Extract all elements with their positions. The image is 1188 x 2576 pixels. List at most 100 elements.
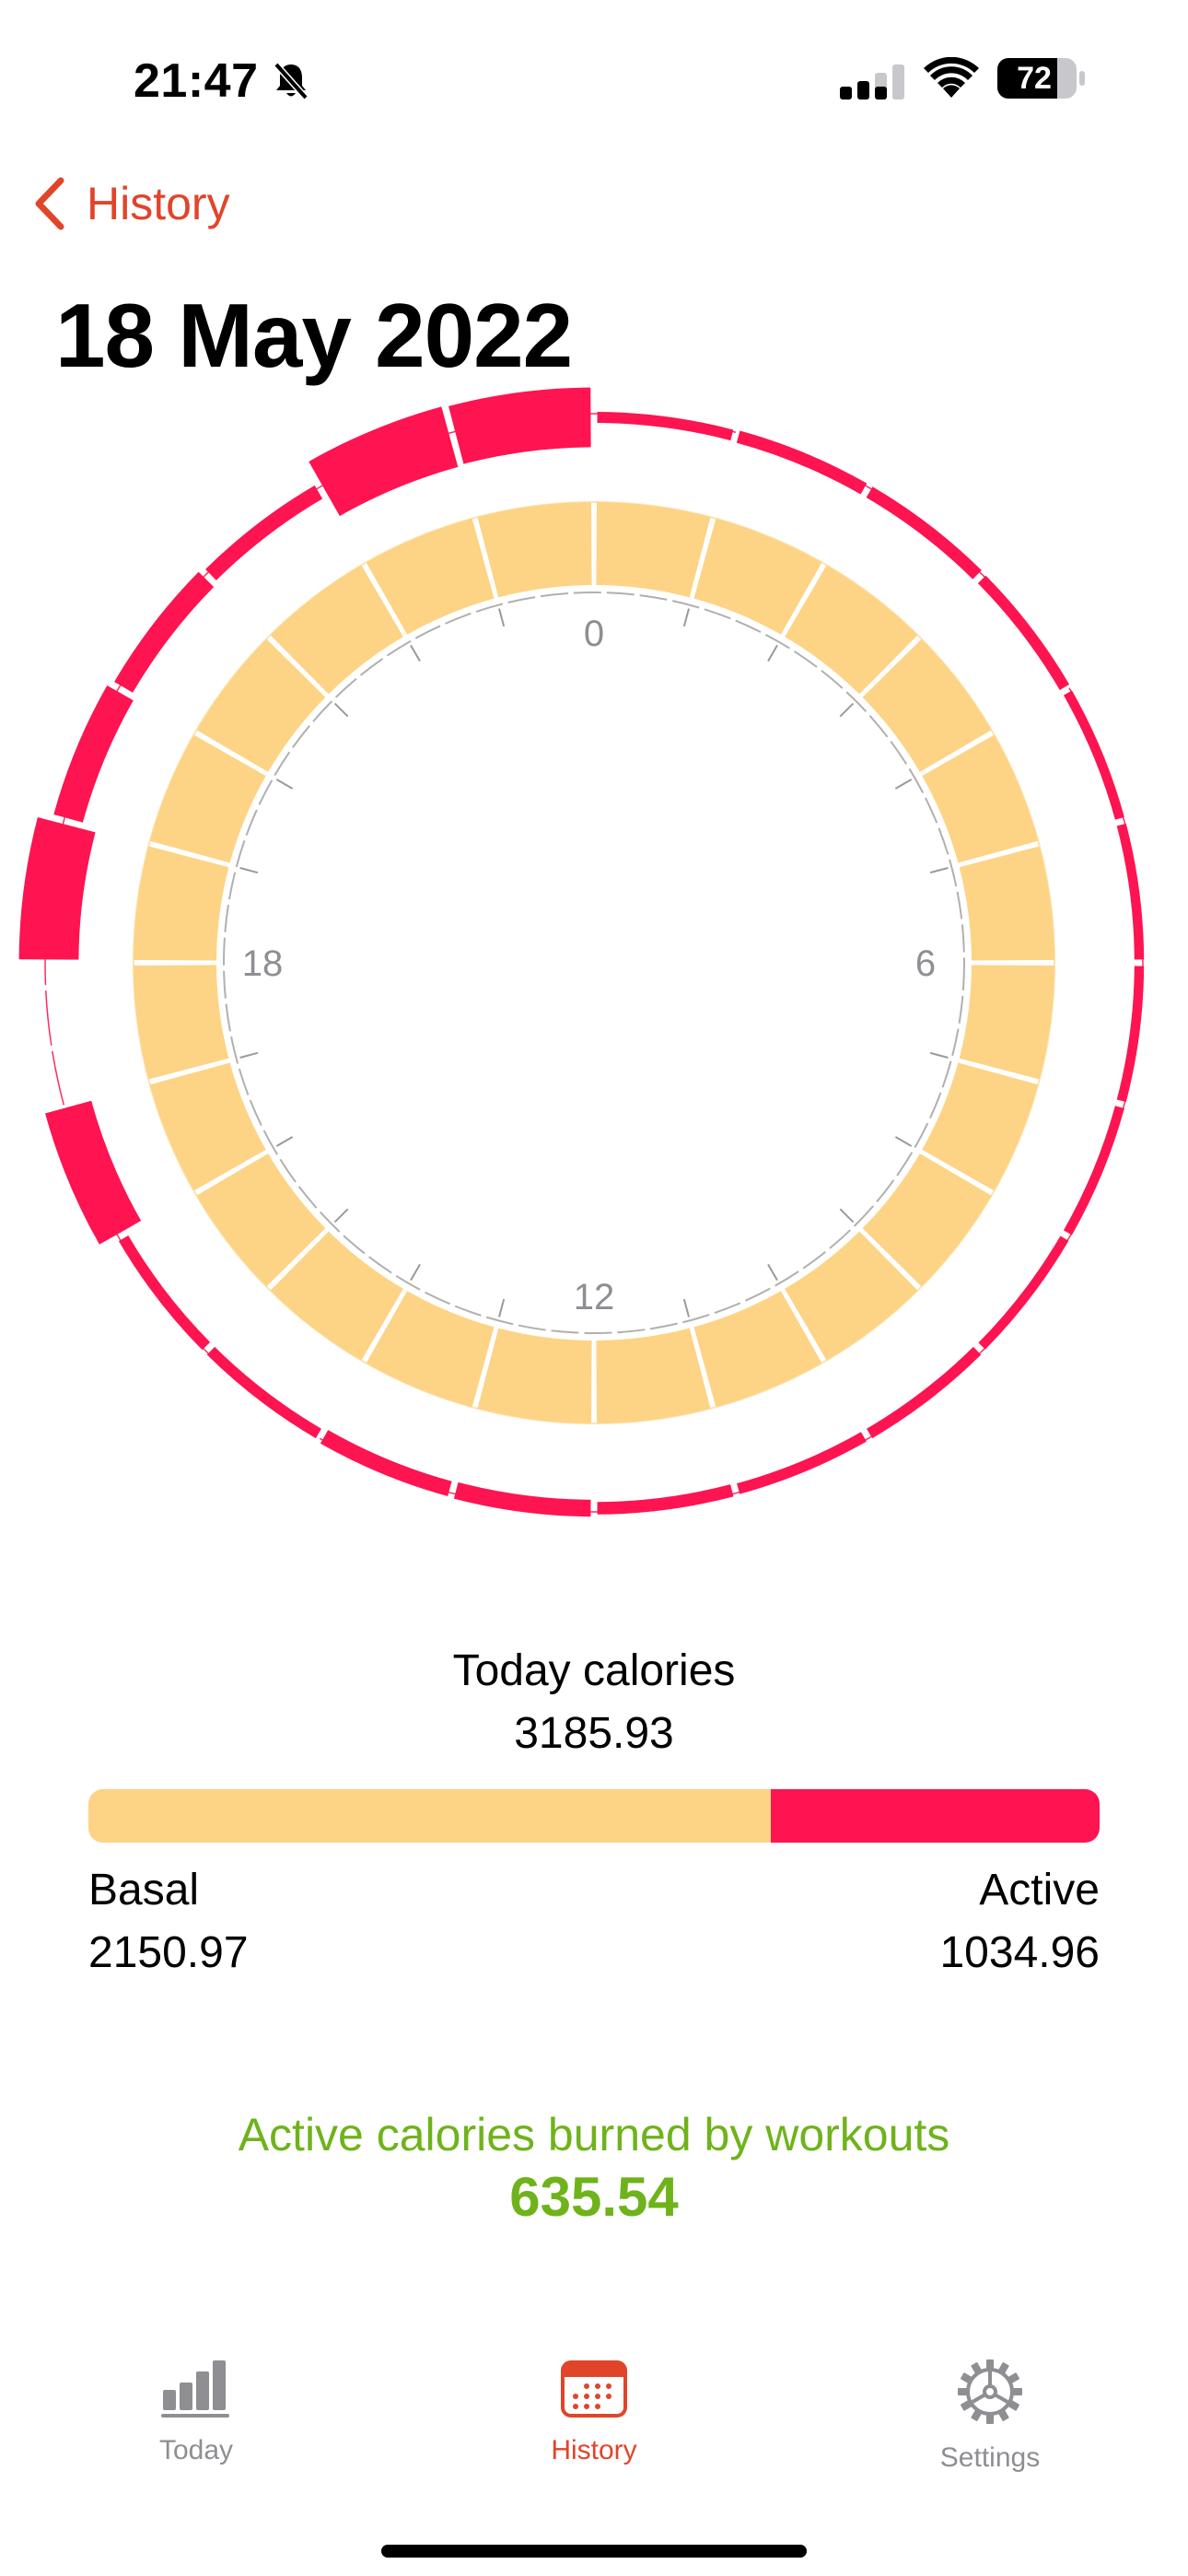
- basal-bar-hour-19: [149, 734, 266, 863]
- calorie-ring-chart: 0 6 12 18: [18, 387, 1145, 1517]
- basal-value: 2150.97: [88, 1928, 249, 1977]
- hour-tick-22: [410, 644, 421, 662]
- active-bar-hour-23: [448, 387, 591, 464]
- basal-ring: [133, 501, 1055, 1424]
- gear-tooth: [971, 2410, 982, 2421]
- hour-tick-19: [239, 867, 259, 874]
- basal-bar-hour-22: [366, 518, 495, 635]
- hour-tick-10: [767, 1263, 778, 1282]
- basal-label: Basal: [88, 1866, 200, 1914]
- gear-tooth: [1008, 2372, 1019, 2383]
- battery-level: 72: [1017, 61, 1052, 96]
- basal-bar-hour-16: [149, 1062, 266, 1191]
- hour-label-6: 6: [915, 943, 936, 984]
- active-bar-hour-8: [978, 1235, 1069, 1350]
- gear-tooth: [986, 2415, 994, 2424]
- active-bar-hour-19: [53, 685, 134, 823]
- basal-bar-hour-5: [959, 846, 1054, 961]
- hour-tick-11: [682, 1298, 690, 1317]
- hour-tick-15: [333, 1208, 349, 1224]
- status-time: 21:47: [134, 54, 259, 108]
- battery-icon: 72: [996, 57, 1089, 104]
- tab-settings[interactable]: Settings: [852, 2359, 1128, 2474]
- workouts-label: Active calories burned by workouts: [238, 2109, 950, 2160]
- hour-tick-21: [333, 702, 349, 718]
- basal-bar-hour-15: [196, 1153, 326, 1287]
- calorie-split-bar: [88, 1789, 1100, 1843]
- today-calories-value: 3185.93: [514, 1709, 674, 1758]
- basal-bar-hour-6: [959, 965, 1054, 1080]
- basal-bar-hour-12: [477, 1328, 592, 1423]
- hour-tick-16: [275, 1136, 294, 1147]
- hour-tick-2: [767, 644, 778, 662]
- basal-bar-segment: [88, 1789, 772, 1843]
- tab-history-label: History: [551, 2435, 637, 2465]
- active-bar-hour-13: [320, 1430, 452, 1496]
- bar-chart-icon: [161, 2360, 229, 2418]
- basal-bar-hour-23: [477, 502, 592, 598]
- basal-bar-hour-7: [922, 1062, 1039, 1191]
- tab-history[interactable]: History: [456, 2359, 732, 2466]
- active-bar-hour-20: [114, 571, 215, 693]
- gear-tooth: [986, 2359, 994, 2369]
- active-bar-hour-22: [309, 406, 459, 517]
- basal-bar-hour-13: [366, 1291, 495, 1408]
- active-bar-hour-7: [1063, 1106, 1124, 1235]
- hour-tick-3: [839, 702, 855, 718]
- tab-today[interactable]: Today: [58, 2359, 334, 2466]
- hour-tick-20: [275, 779, 294, 790]
- active-value: 1034.96: [939, 1928, 1100, 1977]
- basal-bar-hour-1: [693, 518, 822, 635]
- active-bar-hour-16: [45, 1100, 142, 1245]
- gear-tooth: [961, 2372, 972, 2383]
- gear-icon: [958, 2359, 1022, 2424]
- active-bar-hour-6: [1116, 966, 1145, 1103]
- hour-tick-7: [929, 1051, 949, 1059]
- active-bar-hour-11: [597, 1484, 734, 1515]
- tab-today-label: Today: [158, 2435, 234, 2465]
- basal-bar-hour-2: [785, 565, 918, 695]
- active-bar-hour-2: [866, 486, 982, 580]
- hour-tick-5: [929, 867, 949, 874]
- active-bar-hour-5: [1116, 823, 1145, 960]
- hour-tick-13: [498, 1298, 506, 1317]
- active-bar-segment: [771, 1789, 1100, 1843]
- hour-tick-9: [839, 1208, 855, 1224]
- basal-bar-hour-9: [785, 1231, 918, 1361]
- basal-bar-hour-18: [134, 846, 229, 961]
- page-title: 18 May 2022: [55, 285, 573, 386]
- gear-tooth: [961, 2400, 972, 2411]
- basal-bar-hour-0: [596, 502, 711, 598]
- active-bar-hour-9: [867, 1346, 982, 1439]
- active-bar-hour-12: [453, 1481, 591, 1517]
- chevron-left-icon: [35, 177, 64, 230]
- cellular-signal-icon: [840, 64, 908, 106]
- active-bar-hour-0: [597, 412, 734, 441]
- hour-tick-4: [894, 779, 913, 790]
- gear-tooth: [998, 2362, 1009, 2373]
- hour-tick-17: [239, 1051, 259, 1059]
- active-bar-hour-15: [118, 1235, 211, 1351]
- basal-bar-hour-10: [693, 1291, 822, 1408]
- back-button[interactable]: History: [33, 177, 230, 230]
- basal-bar-hour-8: [862, 1153, 992, 1287]
- basal-bar-hour-4: [922, 734, 1039, 863]
- hour-tick-8: [894, 1136, 913, 1147]
- bell-slash-icon: [269, 59, 313, 108]
- active-ring: [18, 387, 1145, 1517]
- gear-tooth: [971, 2362, 982, 2373]
- hour-tick-23: [498, 608, 506, 627]
- basal-bar-hour-20: [196, 638, 326, 772]
- tab-settings-label: Settings: [939, 2442, 1041, 2473]
- active-bar-hour-10: [737, 1432, 867, 1494]
- basal-bar-hour-11: [596, 1328, 711, 1423]
- hour-tick-1: [682, 608, 690, 627]
- active-bar-hour-18: [18, 817, 96, 960]
- hour-label-0: 0: [584, 614, 604, 654]
- gear-tooth: [998, 2410, 1009, 2421]
- active-bar-hour-1: [736, 430, 868, 495]
- clock-face: 0 6 12 18: [223, 591, 965, 1334]
- active-bar-hour-4: [1063, 690, 1124, 820]
- home-indicator: [381, 2545, 807, 2558]
- wifi-icon: [923, 56, 980, 104]
